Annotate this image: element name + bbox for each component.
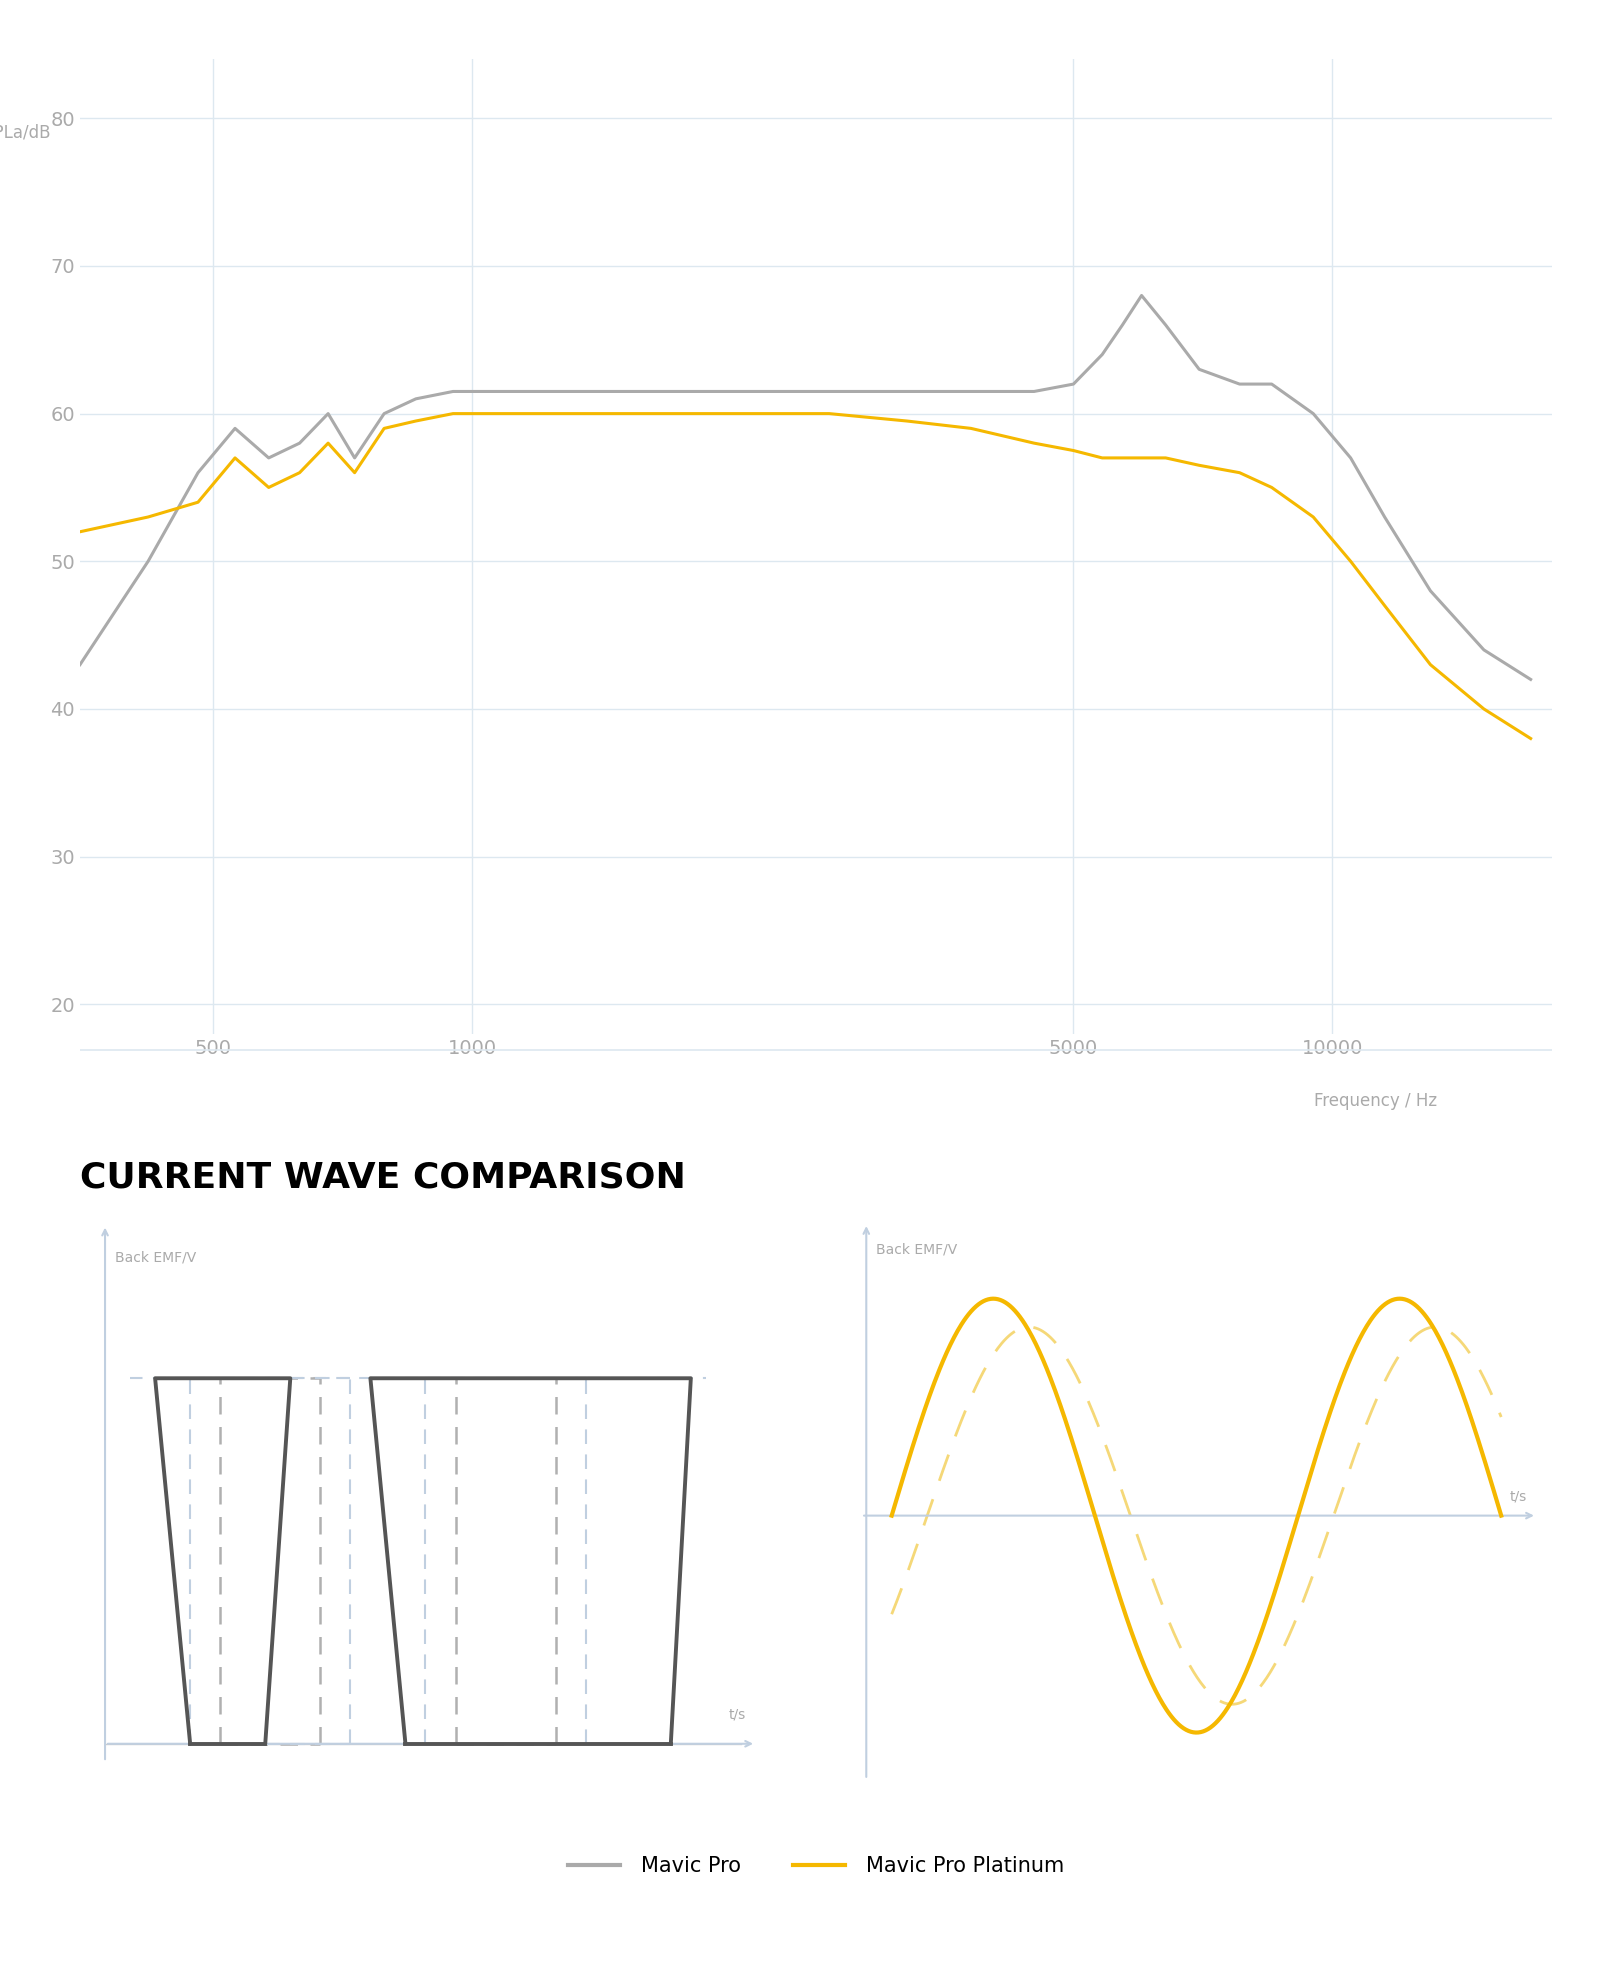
Text: Back EMF/V: Back EMF/V	[877, 1243, 958, 1257]
Text: SPLa/dB: SPLa/dB	[0, 122, 51, 142]
Text: t/s: t/s	[728, 1707, 746, 1720]
Text: CURRENT WAVE COMPARISON: CURRENT WAVE COMPARISON	[80, 1160, 686, 1196]
X-axis label: Frequency / Hz: Frequency / Hz	[1314, 1093, 1437, 1111]
Text: Back EMF/V: Back EMF/V	[115, 1251, 197, 1265]
Text: t/s: t/s	[1509, 1490, 1526, 1503]
Legend: Mavic Pro, Mavic Pro Platinum: Mavic Pro, Mavic Pro Platinum	[560, 1849, 1072, 1884]
